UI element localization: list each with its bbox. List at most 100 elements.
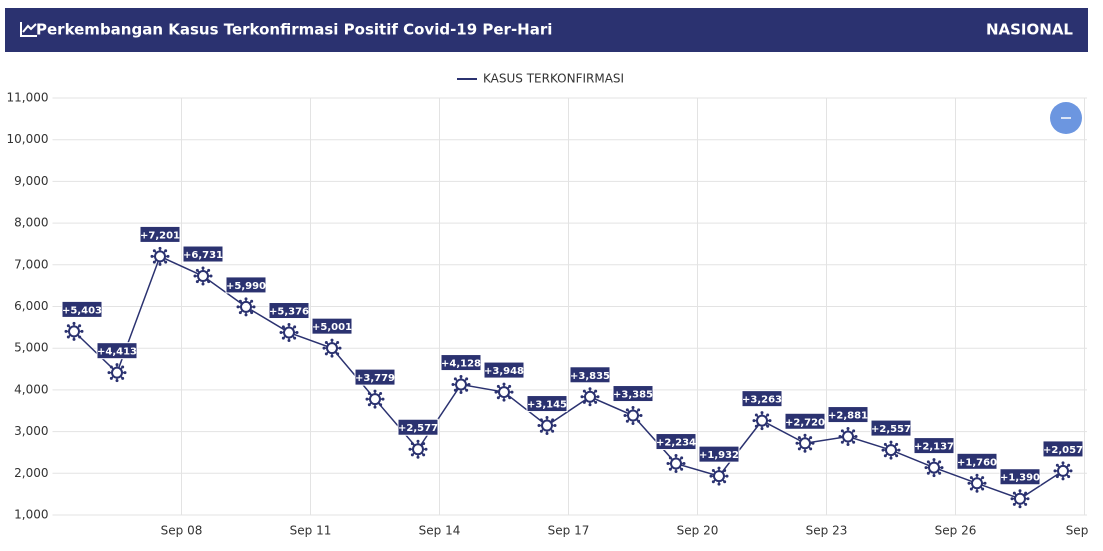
marker-tip (760, 411, 764, 415)
marker-tip (166, 254, 170, 258)
marker-tip (768, 419, 772, 423)
marker-tip (969, 476, 973, 480)
marker-body (713, 470, 725, 483)
y-tick-label: 4,000 (14, 382, 48, 396)
marker-tip (680, 456, 684, 460)
value-label: +3,263 (742, 395, 782, 406)
marker-tip (410, 453, 414, 457)
marker-tip (66, 335, 70, 339)
marker-tip (539, 429, 543, 433)
virus-marker (408, 439, 428, 459)
marker-tip (115, 363, 119, 367)
virus-marker (107, 363, 127, 383)
zoom-button[interactable] (1050, 102, 1082, 134)
marker-tip (846, 443, 850, 447)
marker-tip (459, 375, 463, 379)
marker-tip (852, 440, 856, 444)
marker-tip (940, 466, 944, 470)
marker-tip (881, 448, 885, 452)
marker-tip (336, 352, 340, 356)
value-label-box (354, 368, 396, 386)
marker-tip (588, 387, 592, 391)
series-line (73, 255, 1064, 500)
marker-tip (152, 249, 156, 253)
marker-tip (336, 341, 340, 345)
marker-tip (338, 346, 342, 350)
value-label: +3,145 (527, 400, 567, 411)
value-label-box (698, 445, 740, 463)
marker-tip (895, 454, 899, 458)
value-label-box (784, 412, 826, 430)
marker-tip (717, 466, 721, 470)
virus-marker (795, 433, 815, 453)
marker-tip (72, 321, 76, 325)
marker-tip (797, 436, 801, 440)
marker-tip (766, 424, 770, 428)
marker-tip (78, 335, 82, 339)
marker-tip (422, 453, 426, 457)
marker-body (885, 444, 897, 457)
marker-tip (1024, 502, 1028, 506)
value-label: +2,881 (828, 411, 868, 422)
marker-tip (78, 324, 82, 328)
marker-body (1057, 464, 1069, 477)
marker-tip (244, 313, 248, 317)
marker-tip (1061, 477, 1065, 481)
value-label-box (913, 437, 955, 455)
marker-tip (983, 481, 987, 485)
marker-tip (711, 468, 715, 472)
marker-tip (1055, 475, 1059, 479)
value-label: +5,990 (226, 281, 266, 292)
y-tick-label: 1,000 (14, 508, 48, 522)
virus-marker (666, 454, 686, 474)
marker-tip (854, 435, 858, 439)
marker-tip (1067, 463, 1071, 467)
x-tick-label: Sep (1066, 524, 1089, 538)
x-tick-label: Sep 11 (290, 524, 332, 538)
virus-marker (451, 375, 471, 395)
marker-tip (631, 406, 635, 410)
marker-tip (158, 262, 162, 266)
marker-tip (410, 442, 414, 446)
y-tick-label: 3,000 (14, 424, 48, 438)
marker-tip (809, 447, 813, 451)
marker-tip (1069, 469, 1073, 473)
marker-tip (897, 448, 901, 452)
marker-tip (164, 249, 168, 253)
marker-tip (594, 389, 598, 393)
marker-tip (496, 396, 500, 400)
marker-tip (754, 424, 758, 428)
marker-tip (553, 424, 557, 428)
marker-tip (639, 414, 643, 418)
marker-body (154, 250, 166, 263)
marker-tip (64, 329, 68, 333)
marker-tip (422, 442, 426, 446)
marker-tip (379, 403, 383, 407)
marker-tip (72, 337, 76, 341)
value-label: +1,932 (699, 450, 739, 461)
marker-body (1014, 492, 1026, 505)
value-label-box (397, 418, 439, 436)
y-tick-label: 6,000 (14, 299, 48, 313)
x-tick-label: Sep 14 (419, 524, 461, 538)
marker-tip (502, 398, 506, 402)
marker-tip (883, 442, 887, 446)
marker-tip (967, 481, 971, 485)
marker-tip (408, 447, 412, 451)
marker-tip (201, 282, 205, 286)
value-label-box (483, 361, 525, 379)
marker-tip (625, 408, 629, 412)
marker-tip (838, 435, 842, 439)
marker-tip (752, 419, 756, 423)
marker-tip (889, 456, 893, 460)
marker-tip (207, 280, 211, 284)
virus-marker (494, 382, 514, 402)
value-label-box (612, 385, 654, 403)
marker-tip (324, 352, 328, 356)
marker-tip (467, 383, 471, 387)
marker-tip (451, 383, 455, 387)
marker-tip (250, 311, 254, 315)
marker-tip (674, 454, 678, 458)
x-tick-label: Sep 23 (806, 524, 848, 538)
